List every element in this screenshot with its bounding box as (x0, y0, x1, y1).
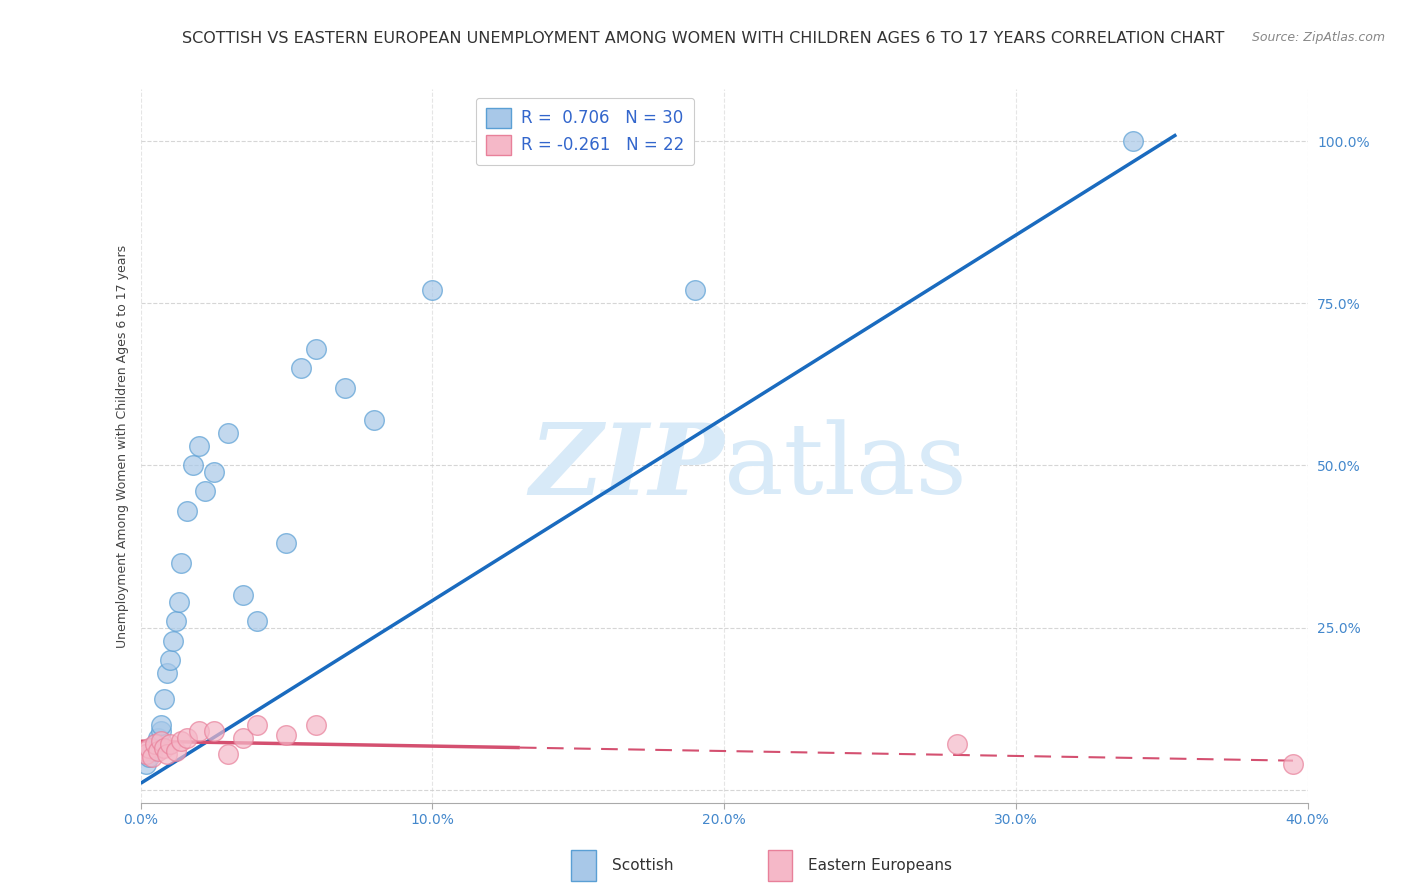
Point (176, 731, 198, 745)
Text: Scottish: Scottish (612, 858, 673, 872)
Text: Eastern Europeans: Eastern Europeans (808, 858, 952, 872)
Point (170, 556, 193, 570)
Point (202, 465, 225, 479)
Point (276, 536, 298, 550)
Point (304, 342, 326, 356)
Point (162, 633, 184, 648)
Point (1282, 756, 1305, 771)
Point (290, 361, 312, 376)
Point (276, 728, 298, 742)
Text: SCOTTISH VS EASTERN EUROPEAN UNEMPLOYMENT AMONG WOMEN WITH CHILDREN AGES 6 TO 17: SCOTTISH VS EASTERN EUROPEAN UNEMPLOYMEN… (181, 31, 1225, 46)
Point (138, 740, 160, 755)
Point (232, 588, 254, 602)
Point (143, 738, 166, 752)
Point (246, 614, 269, 628)
Point (202, 724, 225, 739)
Point (165, 614, 187, 628)
Point (304, 718, 326, 732)
Point (187, 439, 211, 453)
Point (333, 381, 356, 395)
Point (363, 413, 385, 427)
Point (167, 595, 190, 609)
Point (141, 744, 163, 758)
Point (138, 750, 160, 764)
Y-axis label: Unemployment Among Women with Children Ages 6 to 17 years: Unemployment Among Women with Children A… (117, 244, 129, 648)
Point (132, 744, 155, 758)
Point (217, 747, 239, 761)
Legend: R =  0.706   N = 30, R = -0.261   N = 22: R = 0.706 N = 30, R = -0.261 N = 22 (475, 97, 695, 165)
Text: atlas: atlas (724, 419, 967, 516)
Point (143, 738, 166, 752)
Point (246, 718, 269, 732)
Point (146, 744, 169, 758)
Point (156, 666, 179, 681)
Point (156, 747, 179, 761)
Point (150, 718, 173, 732)
Point (159, 738, 181, 752)
Point (946, 738, 969, 752)
Point (159, 653, 181, 667)
Text: ZIP: ZIP (529, 419, 724, 516)
Point (1122, 134, 1144, 148)
Point (683, 283, 706, 297)
Point (194, 484, 217, 499)
Point (150, 724, 173, 739)
Point (150, 734, 173, 748)
Point (176, 504, 198, 518)
Point (153, 740, 176, 755)
Point (217, 425, 239, 440)
Text: Source: ZipAtlas.com: Source: ZipAtlas.com (1251, 31, 1385, 45)
Point (187, 724, 211, 739)
Point (422, 283, 444, 297)
Point (135, 747, 157, 761)
Point (165, 744, 187, 758)
Point (146, 731, 169, 745)
Point (141, 750, 163, 764)
Point (153, 692, 176, 706)
Point (170, 734, 193, 748)
Point (135, 756, 157, 771)
Point (181, 458, 204, 473)
Point (232, 731, 254, 745)
